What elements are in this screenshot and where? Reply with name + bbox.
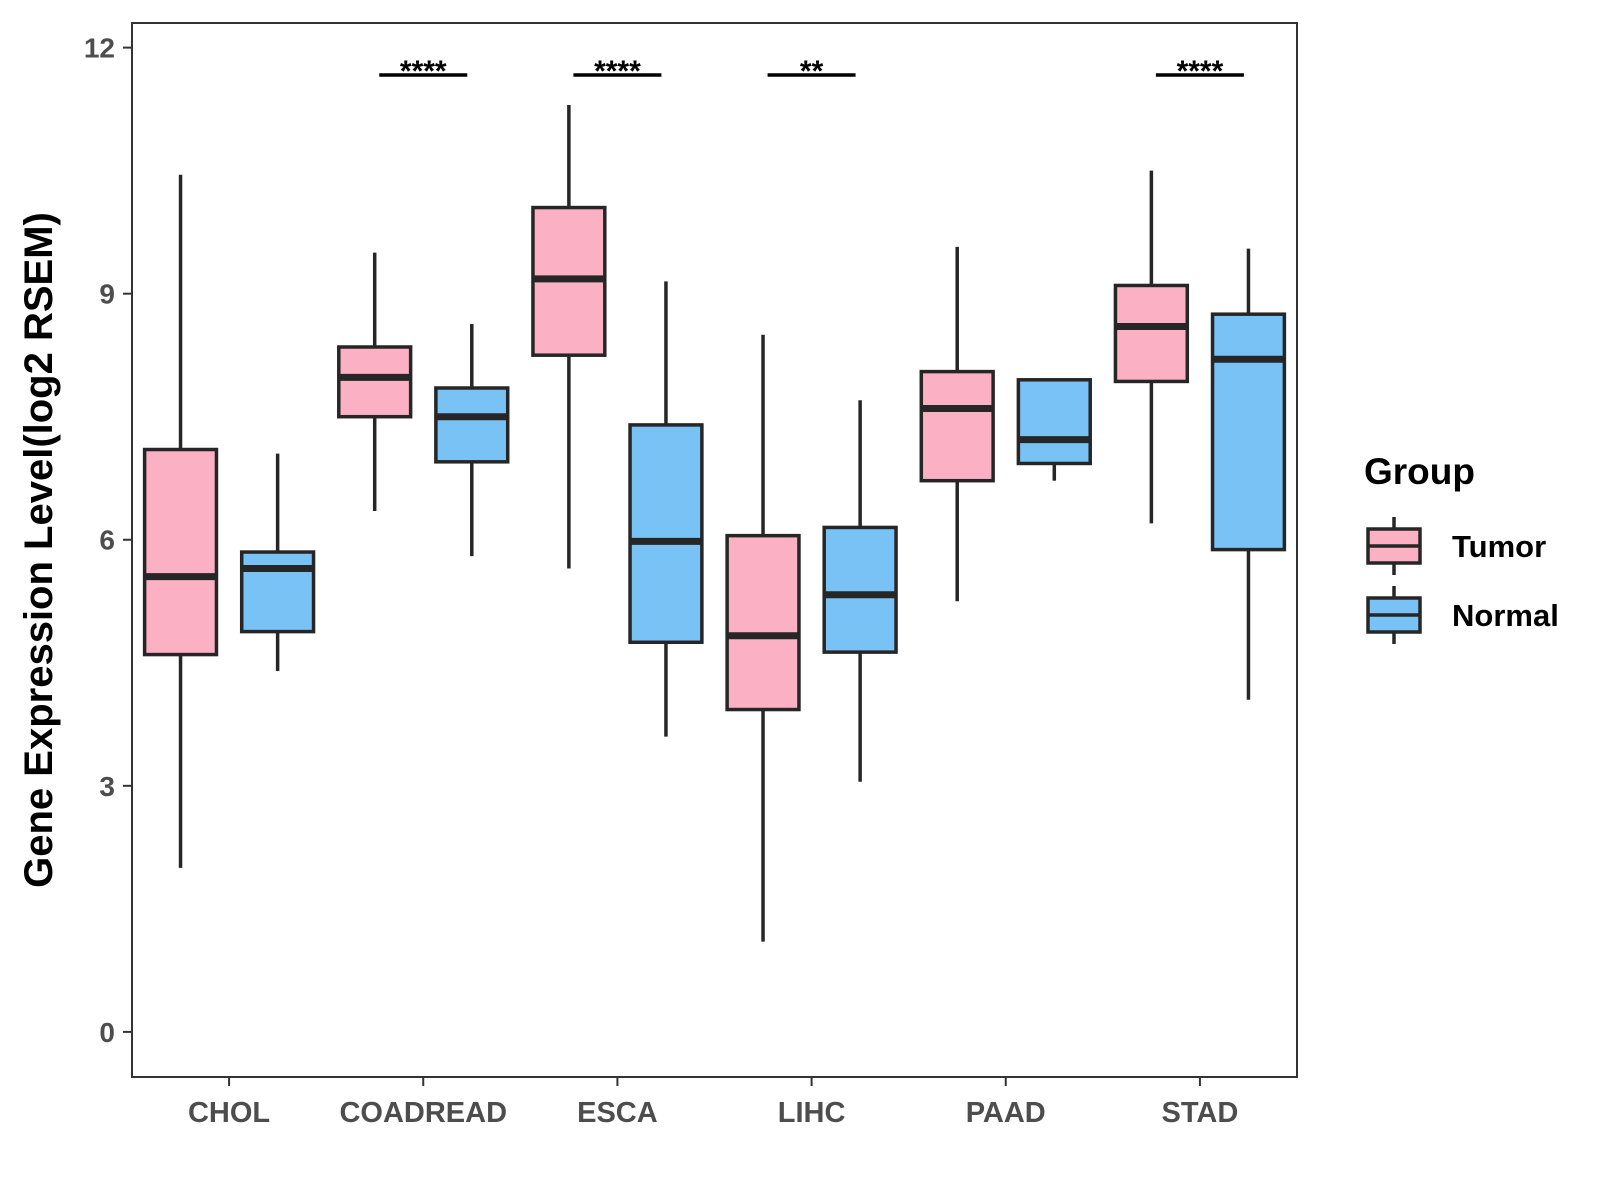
box-tumor-stad (1113, 170, 1190, 524)
significance-label: **** (1177, 55, 1224, 88)
y-axis: 0 3 6 9 12 (84, 33, 132, 1048)
significance-label: ** (800, 55, 824, 88)
x-tick-label: LIHC (778, 1097, 846, 1129)
box-normal-paad (1016, 378, 1092, 481)
y-tick-label: 0 (99, 1017, 115, 1048)
legend: Group Tumor Normal (1364, 451, 1559, 644)
box-tumor-lihc (725, 334, 801, 942)
legend-label: Tumor (1452, 529, 1546, 564)
x-tick-label: COADREAD (339, 1097, 507, 1129)
plot-panel (131, 22, 1298, 1078)
box-tumor-paad (919, 246, 995, 602)
x-tick-label: PAAD (966, 1097, 1046, 1129)
box-normal-chol (239, 453, 316, 671)
legend-title: Group (1364, 451, 1475, 492)
x-tick-label: ESCA (577, 1097, 658, 1129)
y-tick-label: 12 (84, 33, 115, 64)
box-body (434, 386, 510, 464)
box-normal-lihc (822, 400, 898, 782)
box-body (239, 550, 316, 634)
significance-label: **** (594, 55, 641, 88)
box-normal-stad (1210, 248, 1287, 700)
box-body (337, 345, 413, 419)
y-tick-label: 6 (99, 525, 115, 556)
x-axis: CHOL COADREAD ESCA LIHC PAAD STAD (188, 1077, 1238, 1129)
box-body (1210, 312, 1287, 552)
y-tick-label: 9 (99, 279, 115, 310)
box-tumor-chol (142, 174, 219, 868)
legend-label: Normal (1452, 598, 1559, 633)
box-series (142, 105, 1287, 942)
box-body (822, 525, 898, 654)
y-axis-title: Gene Expression Level(log2 RSEM) (17, 212, 61, 888)
box-normal-coadread (434, 324, 510, 557)
legend-item-tumor: Tumor (1366, 517, 1546, 575)
x-tick-label: STAD (1162, 1097, 1239, 1129)
box-body (628, 423, 704, 645)
box-body (1016, 378, 1092, 466)
legend-item-normal: Normal (1366, 586, 1559, 644)
box-tumor-esca (531, 105, 607, 569)
box-normal-esca (628, 281, 704, 737)
significance-label: **** (400, 55, 447, 88)
box-body (725, 533, 801, 712)
x-tick-label: CHOL (188, 1097, 270, 1129)
box-body (1113, 283, 1190, 384)
box-tumor-coadread (337, 252, 413, 512)
significance-annotations: **** **** ** **** (379, 55, 1244, 88)
box-body (919, 369, 995, 483)
box-body (142, 447, 219, 657)
y-tick-label: 3 (99, 771, 115, 802)
